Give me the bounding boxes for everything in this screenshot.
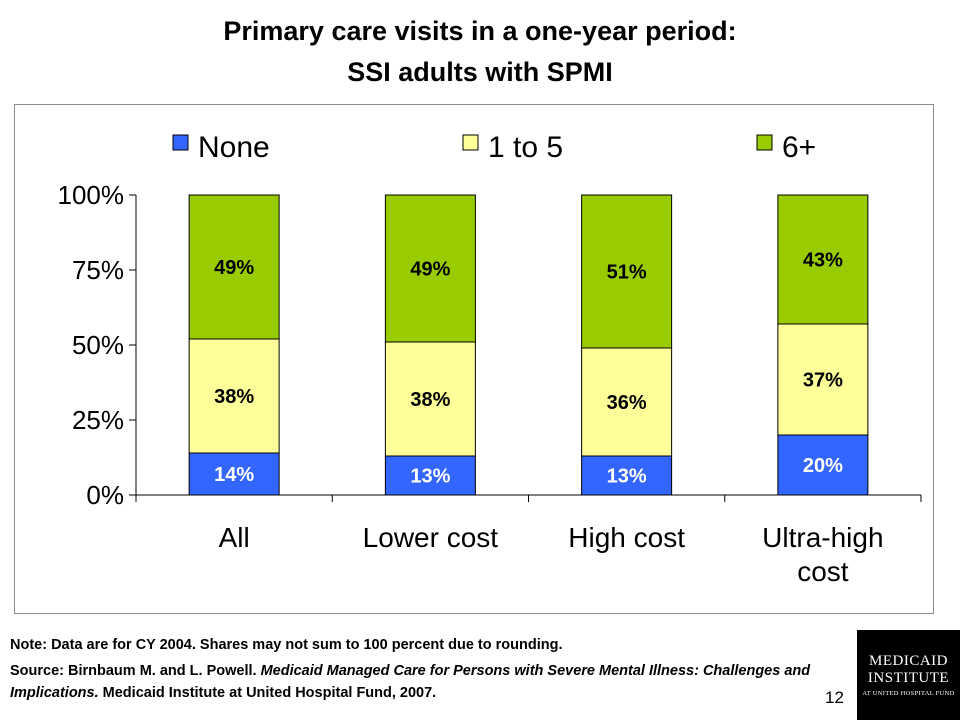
y-tick-label: 75% [72,255,124,285]
logo-line-2: INSTITUTE [867,670,950,686]
x-category-label: All [219,522,250,553]
data-label: 20% [803,455,843,477]
logo-line-3: AT UNITED HOSPITAL FUND [862,690,955,697]
x-category-label: Lower cost [363,522,499,553]
source-title: Medicaid Managed Care for Persons with S… [10,663,811,701]
data-label: 51% [607,262,647,284]
legend-swatch [462,134,479,151]
data-label: 49% [410,259,450,281]
legend-swatch [756,134,773,151]
legend-label: 1 to 5 [488,131,563,164]
bar-segment [188,452,280,496]
chart-title-line-1: Primary care visits in a one-year period… [223,16,737,46]
data-label: 13% [607,466,647,488]
legend-label: None [198,131,270,164]
x-category-label: cost [797,556,849,587]
legend-label: 6+ [782,131,816,164]
bar-segment [581,194,673,349]
bar-segment [777,434,869,496]
bar-segment [581,347,673,457]
y-tick-label: 25% [72,405,124,435]
data-label: 43% [803,250,843,272]
data-label: 38% [214,386,254,408]
x-category-label: Ultra-high [762,522,883,553]
source-suffix: Medicaid Institute at United Hospital Fu… [98,685,437,701]
footnote-source: Source: Birnbaum M. and L. Powell. Medic… [10,660,860,704]
bar-segment [384,194,476,343]
y-tick-label: 50% [72,330,124,360]
data-label: 14% [214,464,254,486]
x-category-label: High cost [568,522,685,553]
bar-segment [777,323,869,436]
y-tick-label: 0% [86,480,124,510]
y-tick-label: 100% [58,180,125,210]
bar-segment [384,341,476,457]
data-label: 38% [410,389,450,411]
chart-title-line-2: SSI adults with SPMI [347,57,613,87]
data-label: 13% [410,466,450,488]
stacked-bar-chart: 0% 25% 50% 75% 100% 14% 38% 49% All 13% 38% 49% Lowe… [58,131,922,587]
page-number: 12 [825,688,844,707]
footnote-note: Note: Data are for CY 2004. Shares may n… [10,637,563,653]
legend-swatch [172,134,189,151]
source-prefix: Source: Birnbaum M. and L. Powell. [10,663,261,679]
bar-segment [188,338,280,454]
chart-frame: 0% 25% 50% 75% 100% 14% 38% 49% All 13% 38% 49% Lowe… [14,104,934,614]
data-label: 36% [607,392,647,414]
bar-segment [188,194,280,340]
bar-segment [581,455,673,496]
medicaid-institute-logo: MEDICAID INSTITUTE AT UNITED HOSPITAL FU… [857,630,960,720]
data-label: 37% [803,370,843,392]
logo-line-1: MEDICAID [869,653,948,669]
data-label: 49% [214,257,254,279]
bar-segment [777,194,869,325]
